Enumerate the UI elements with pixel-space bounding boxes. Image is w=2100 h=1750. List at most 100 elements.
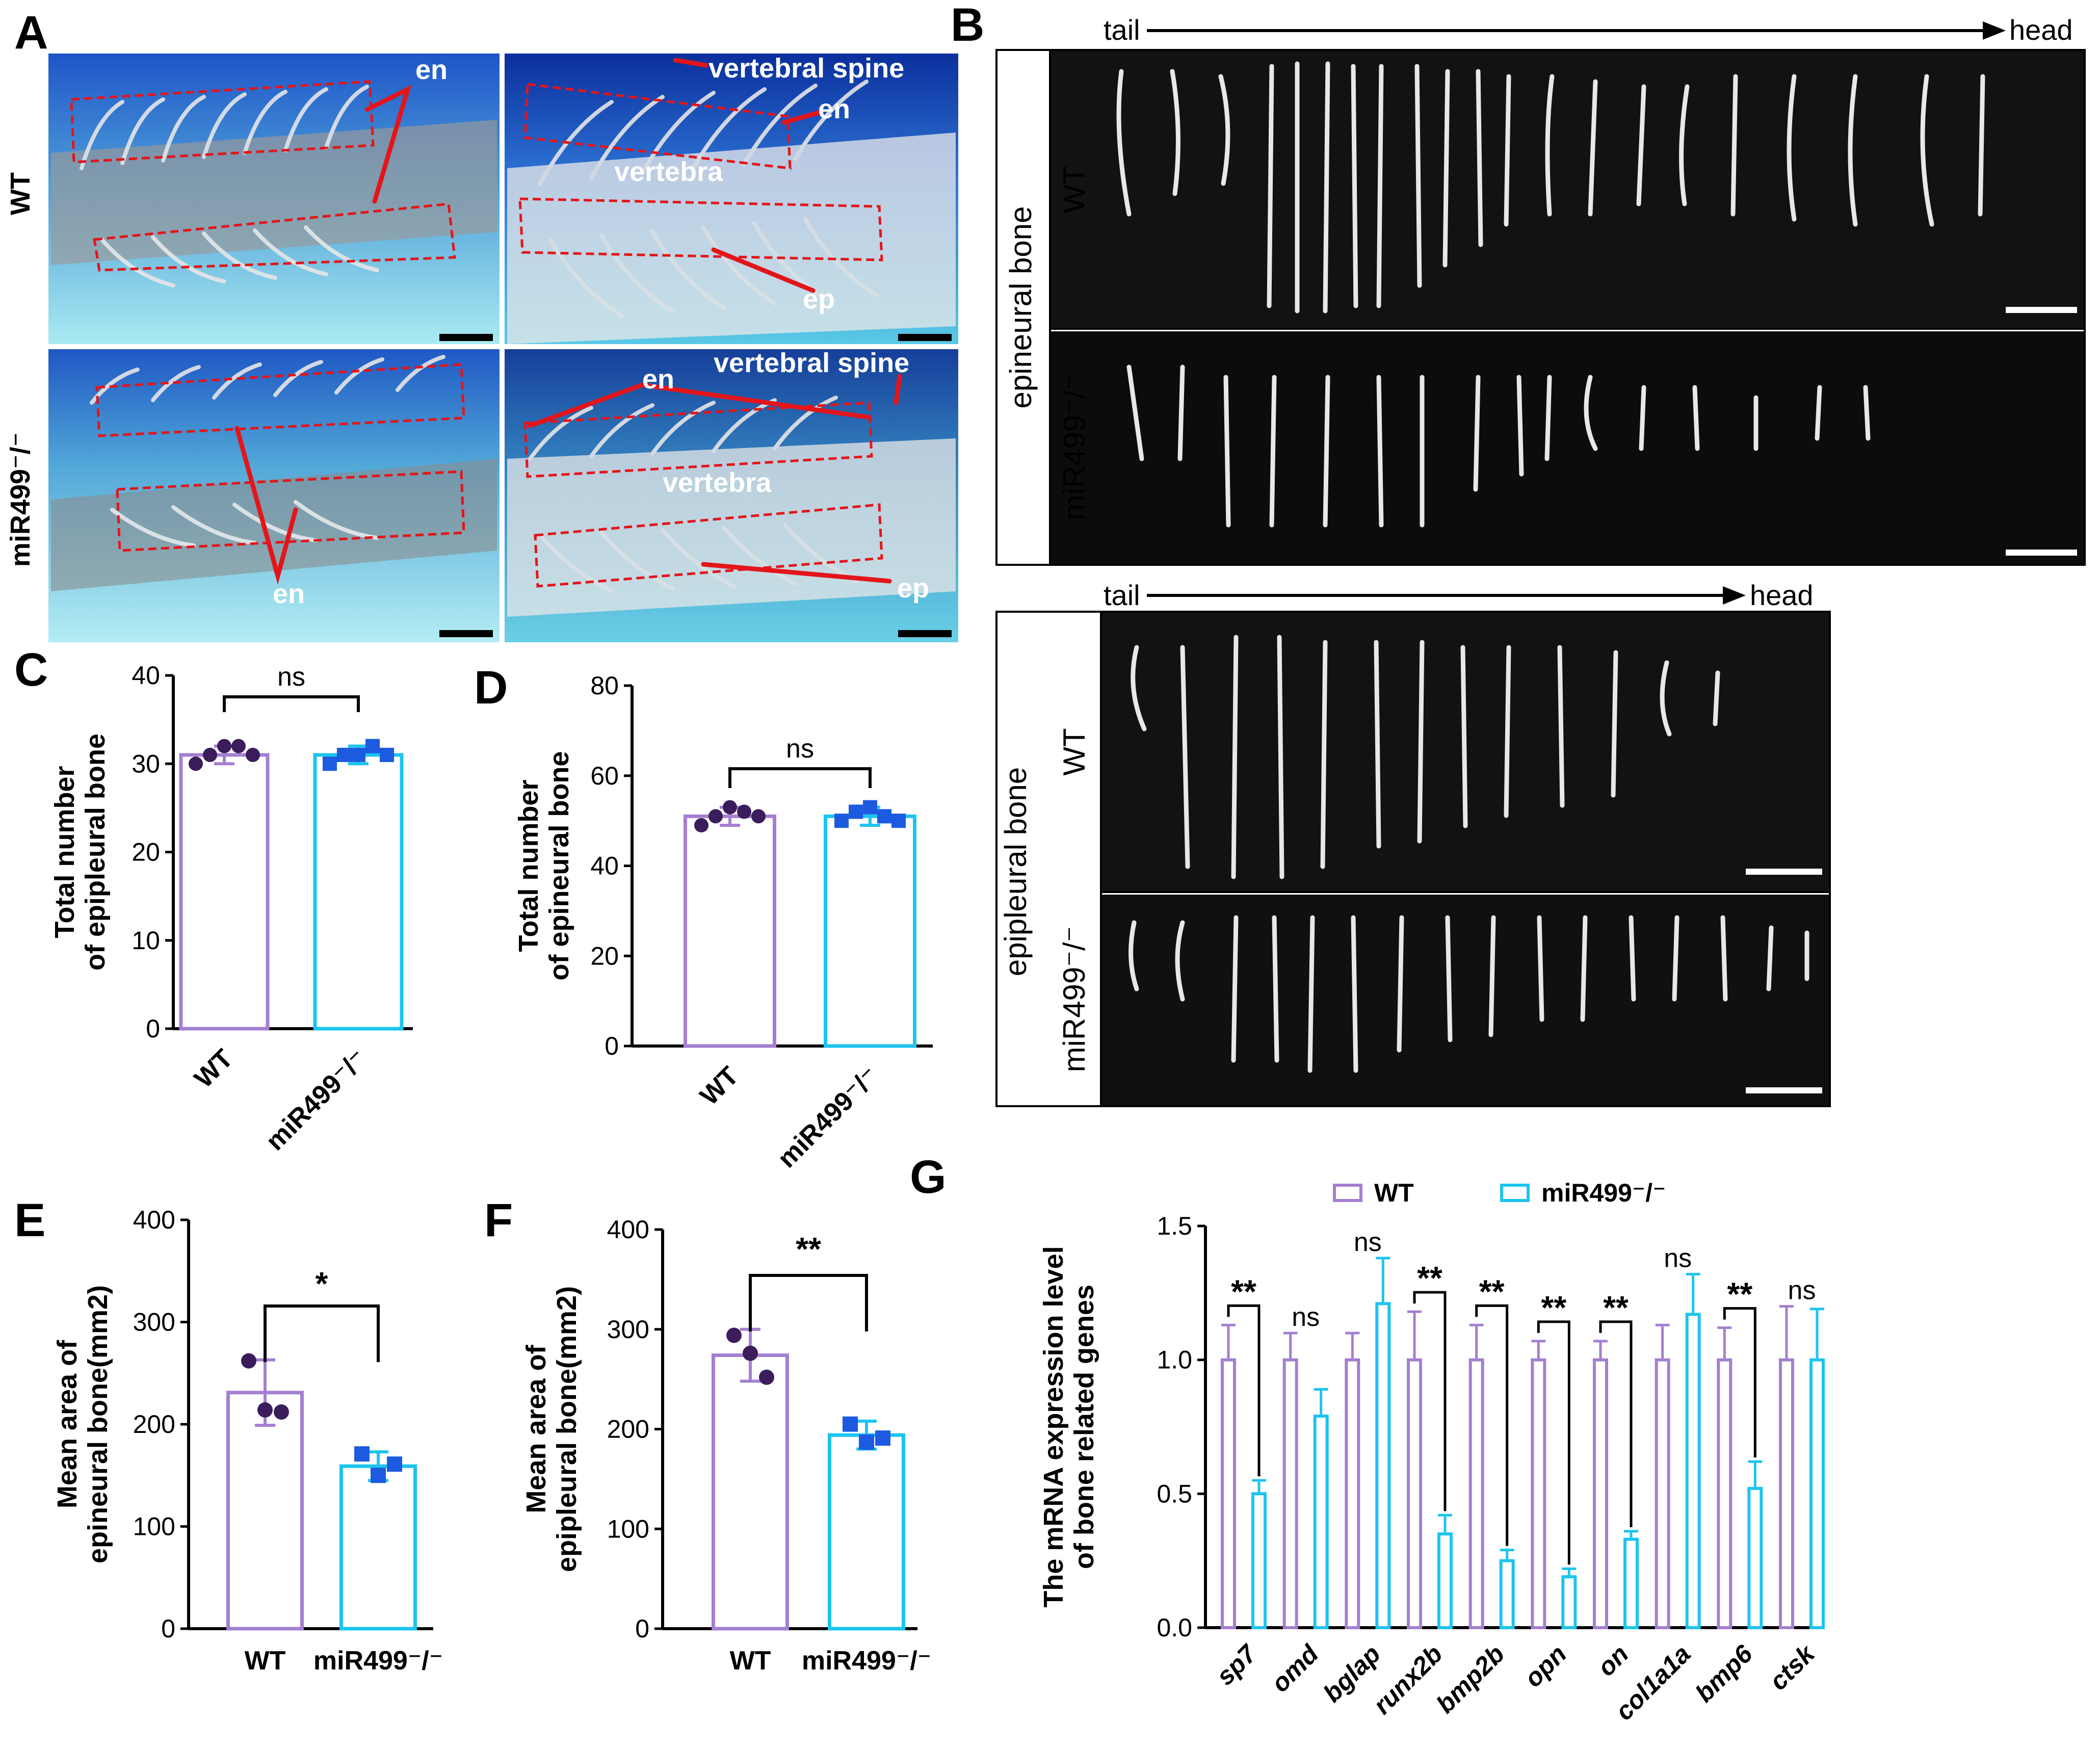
- highlight-boxes: [70, 80, 883, 588]
- arrow-head: [1723, 586, 1746, 605]
- bone-strips-epipleural: [1128, 635, 1809, 1073]
- panel-label-g: G: [910, 1151, 947, 1203]
- bar: [1251, 1492, 1267, 1629]
- y-tick-label: 0: [146, 1014, 160, 1043]
- panel-b: B tail head epineural bone WT miR499⁻/⁻: [951, 0, 2086, 1107]
- y-tick-label: 100: [133, 1512, 175, 1541]
- significance-label: ns: [1788, 1276, 1816, 1305]
- y-axis-label: The mRNA expression level: [1038, 1246, 1069, 1607]
- scale-bars-b2: [1746, 869, 1822, 1093]
- significance-label: ns: [1292, 1302, 1320, 1332]
- chart-c: 0 10 20 30 40 Total number of epipleural bone W…: [49, 661, 413, 1156]
- data-point: [380, 747, 394, 762]
- bar: [1221, 1358, 1236, 1630]
- significance-bracket: [1413, 1291, 1447, 1511]
- row-label-wt: WT: [1057, 728, 1091, 775]
- data-point: [723, 800, 737, 815]
- x-category-label: WT: [189, 1043, 239, 1093]
- y-tick-label: 400: [607, 1215, 649, 1244]
- data-point: [751, 809, 766, 824]
- y-axis-label: Total number: [49, 766, 80, 938]
- chart-e: 0 100 200 300 400 Mean area of epineural bone(…: [52, 1206, 443, 1676]
- epineural-frame: [995, 49, 2086, 566]
- significance-bracket: [728, 767, 872, 788]
- bar: [1717, 1358, 1732, 1630]
- data-point: [217, 739, 231, 753]
- bar: [1468, 1358, 1484, 1630]
- significance-label: **: [1727, 1276, 1752, 1313]
- data-point: [257, 1402, 273, 1418]
- bar: [1593, 1358, 1608, 1630]
- label-ep: ep: [803, 284, 835, 315]
- bar: [1623, 1537, 1639, 1629]
- x-category-label: on: [1592, 1639, 1634, 1682]
- x-category-label: opn: [1519, 1639, 1572, 1692]
- label-en: en: [642, 364, 674, 395]
- chart-g: 0.0 0.5 1.0 1.5 The mRNA expression level of …: [1038, 1179, 1825, 1726]
- y-tick-label: 300: [133, 1308, 175, 1337]
- label-en: en: [273, 579, 305, 609]
- bar: [1375, 1302, 1391, 1629]
- arrow-head: [1983, 21, 2006, 40]
- significance-label: **: [796, 1231, 821, 1267]
- y-tick-label: 10: [132, 926, 160, 955]
- bar: [1282, 1358, 1298, 1630]
- panel-label-a: A: [14, 7, 48, 59]
- x-category-label: WT: [245, 1646, 286, 1676]
- significance-label: ns: [1664, 1244, 1692, 1273]
- data-point: [231, 739, 246, 753]
- y-tick-label: 200: [607, 1415, 649, 1444]
- y-tick-label: 0.0: [1157, 1613, 1192, 1642]
- bar: [1685, 1313, 1701, 1630]
- significance-label: **: [1603, 1289, 1629, 1326]
- data-point: [726, 1327, 742, 1343]
- arrow-end-head: head: [1750, 579, 1814, 611]
- data-point: [737, 804, 751, 819]
- label-ep: ep: [897, 573, 929, 604]
- significance-bracket: [1599, 1320, 1633, 1527]
- epineural-image-wt: [1051, 51, 2084, 328]
- data-point: [351, 747, 365, 762]
- panel-label-c: C: [14, 644, 48, 696]
- y-axis-label: of bone related genes: [1069, 1285, 1099, 1569]
- bar: [339, 1464, 417, 1631]
- row-label-mutant: miR499⁻/⁻: [1057, 374, 1091, 520]
- significance-bracket: [264, 1304, 380, 1362]
- bar: [1655, 1358, 1670, 1630]
- chart-f: 0 100 200 300 400 Mean area of epipleural bone…: [521, 1215, 931, 1676]
- data-point: [323, 756, 337, 771]
- x-category-label: bmp2b: [1431, 1639, 1510, 1718]
- label-vertebra: vertebra: [663, 467, 772, 498]
- bar: [1809, 1358, 1825, 1630]
- significance-bracket: [1723, 1307, 1756, 1458]
- significance-label: *: [316, 1265, 328, 1302]
- data-point: [891, 814, 906, 828]
- y-axis-label: epineural bone(mm2): [83, 1285, 113, 1563]
- bar: [1561, 1575, 1577, 1630]
- significance-bracket: [1227, 1304, 1261, 1477]
- panel-label-d: D: [474, 662, 508, 714]
- scale-bars-b: [2006, 307, 2077, 556]
- data-point: [274, 1404, 289, 1420]
- epineural-bone-label: epineural bone: [1004, 206, 1038, 408]
- significance-label: **: [1417, 1260, 1442, 1296]
- data-point: [365, 739, 380, 753]
- data-point: [859, 1434, 874, 1450]
- legend-label: WT: [1374, 1179, 1414, 1207]
- x-category-label: WT: [730, 1646, 771, 1676]
- y-tick-label: 30: [132, 749, 160, 778]
- data-point: [354, 1446, 370, 1462]
- bar: [684, 814, 776, 1048]
- data-point: [371, 1468, 386, 1483]
- y-tick-label: 200: [133, 1410, 175, 1439]
- x-category-label: sp7: [1211, 1639, 1263, 1691]
- panel-label-f: F: [484, 1194, 513, 1246]
- data-point: [241, 1353, 256, 1369]
- epipleural-bone-label: epipleural bone: [999, 767, 1033, 976]
- legend-swatch: [1500, 1184, 1530, 1202]
- y-tick-label: 0.5: [1157, 1479, 1192, 1508]
- label-vertebra: vertebra: [614, 156, 723, 187]
- epineural-image-mutant: [1051, 331, 2084, 564]
- bone-strips-epineural: [1116, 61, 1985, 528]
- bar: [1345, 1358, 1360, 1630]
